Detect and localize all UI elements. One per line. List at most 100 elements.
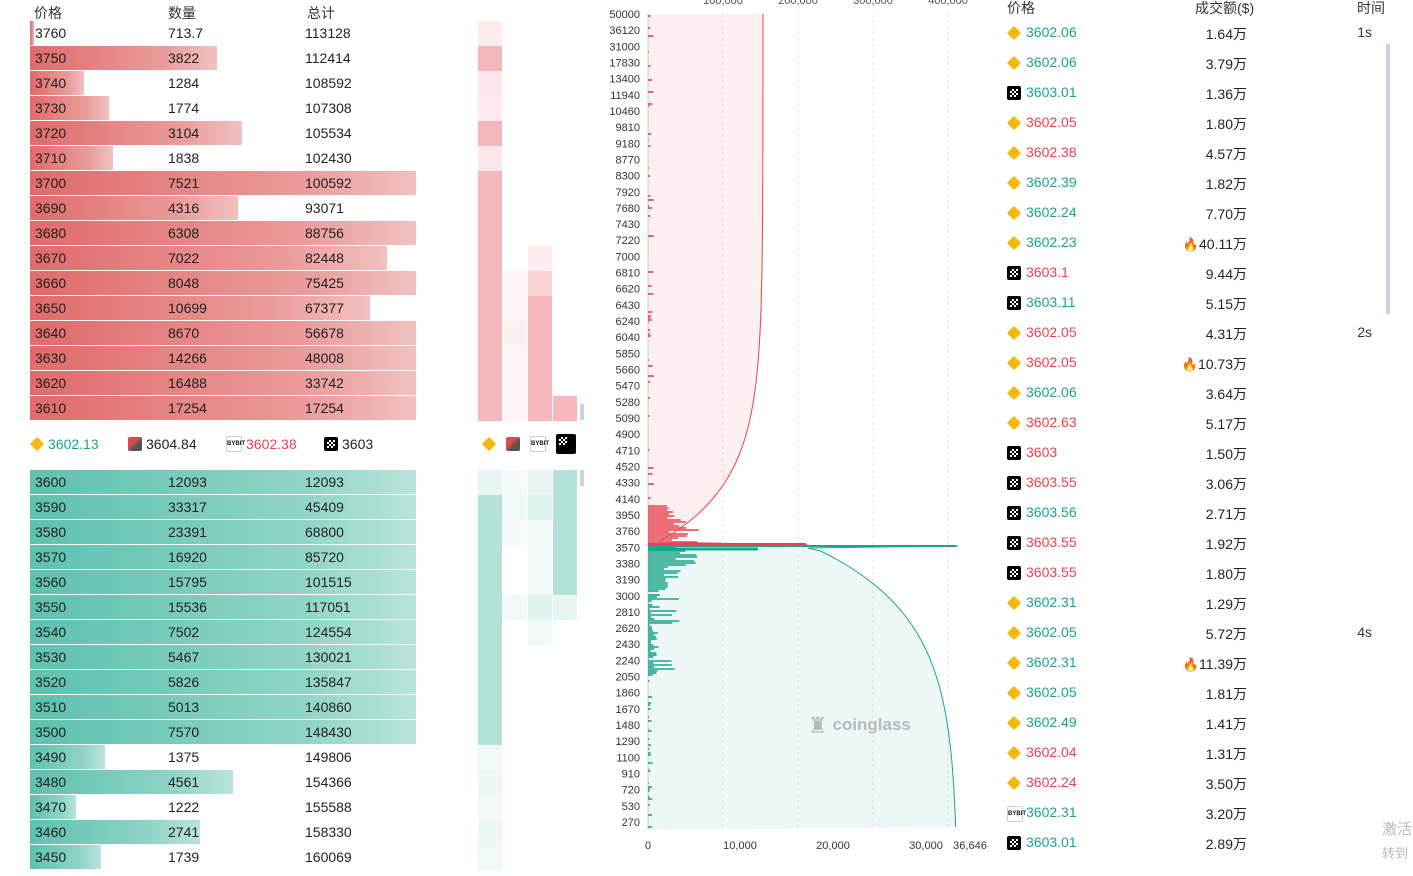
okx-icon bbox=[1007, 266, 1021, 280]
y-tick-label: 1670 bbox=[616, 704, 640, 716]
ask-row[interactable]: 3760 713.7 113128 bbox=[30, 21, 480, 46]
heat-cell bbox=[503, 595, 527, 620]
trade-row[interactable]: 3603.1 9.44万 bbox=[1000, 258, 1400, 288]
bid-qty: 1739 bbox=[168, 849, 200, 865]
trade-row[interactable]: 3602.31 🔥11.39万 bbox=[1000, 648, 1400, 678]
bid-price: 3450 bbox=[35, 849, 67, 865]
ask-row[interactable]: 3750 3822 112414 bbox=[30, 46, 480, 71]
trade-row[interactable]: BYBIT 3602.31 3.20万 bbox=[1000, 798, 1400, 828]
trade-row[interactable]: 3603.55 1.80万 bbox=[1000, 558, 1400, 588]
ask-row[interactable]: 3710 1838 102430 bbox=[30, 146, 480, 171]
heat-cell bbox=[553, 520, 577, 545]
trade-row[interactable]: 3603.11 5.15万 bbox=[1000, 288, 1400, 318]
trade-amount: 1.80万 bbox=[1205, 116, 1247, 132]
coinglass-watermark-text: coinglass bbox=[832, 715, 911, 734]
trade-row[interactable]: 3602.38 4.57万 bbox=[1000, 138, 1400, 168]
bid-total: 45409 bbox=[305, 499, 344, 515]
depth-chart[interactable]: 50000 36120 31000 17830 13400 11940 10460 9810 9… bbox=[600, 0, 1000, 860]
ask-row[interactable]: 3740 1284 108592 bbox=[30, 71, 480, 96]
trade-row[interactable]: 3603 1.50万 bbox=[1000, 438, 1400, 468]
y-tick-label: 17830 bbox=[609, 57, 640, 69]
trade-row[interactable]: 3603.55 3.06万 bbox=[1000, 468, 1400, 498]
trade-amount-cell: 🔥10.73万 bbox=[1182, 354, 1247, 374]
ask-row[interactable]: 3640 8670 56678 bbox=[30, 321, 480, 346]
trade-row[interactable]: 3602.39 1.82万 bbox=[1000, 168, 1400, 198]
okx-icon bbox=[324, 437, 338, 451]
trade-amount: 5.72万 bbox=[1205, 626, 1247, 642]
ask-row[interactable]: 3630 14266 48008 bbox=[30, 346, 480, 371]
bid-row[interactable]: 3590 33317 45409 bbox=[30, 495, 480, 520]
bid-row[interactable]: 3490 1375 149806 bbox=[30, 745, 480, 770]
bid-total: 149806 bbox=[305, 749, 352, 765]
ask-depth-bar bbox=[30, 246, 387, 270]
binance-icon bbox=[1006, 625, 1022, 641]
ask-row[interactable]: 3670 7022 82448 bbox=[30, 246, 480, 271]
bid-row[interactable]: 3580 23391 68800 bbox=[30, 520, 480, 545]
trade-row[interactable]: 3602.49 1.41万 bbox=[1000, 708, 1400, 738]
ask-row[interactable]: 3680 6308 88756 bbox=[30, 221, 480, 246]
ask-row[interactable]: 3720 3104 105534 bbox=[30, 121, 480, 146]
trade-row[interactable]: 3602.05 5.72万 4s bbox=[1000, 618, 1400, 648]
ask-row[interactable]: 3690 4316 93071 bbox=[30, 196, 480, 221]
heat-cell bbox=[528, 371, 552, 396]
bid-row[interactable]: 3450 1739 160069 bbox=[30, 845, 480, 870]
bid-row[interactable]: 3600 12093 12093 bbox=[30, 470, 480, 495]
trade-row[interactable]: 3602.06 3.79万 bbox=[1000, 48, 1400, 78]
heat-cell bbox=[528, 296, 552, 321]
heat-cell bbox=[478, 271, 502, 296]
trade-row[interactable]: 3602.24 7.70万 bbox=[1000, 198, 1400, 228]
heat-cell bbox=[478, 645, 502, 670]
trade-row[interactable]: 3602.06 1.64万 1s bbox=[1000, 18, 1400, 48]
heat-scrollbar-top[interactable] bbox=[580, 404, 584, 420]
bid-row[interactable]: 3530 5467 130021 bbox=[30, 645, 480, 670]
bid-row[interactable]: 3500 7570 148430 bbox=[30, 720, 480, 745]
bid-row[interactable]: 3560 15795 101515 bbox=[30, 570, 480, 595]
trade-row[interactable]: 3602.05 4.31万 2s bbox=[1000, 318, 1400, 348]
bid-row[interactable]: 3570 16920 85720 bbox=[30, 545, 480, 570]
trade-row[interactable]: 3603.01 2.89万 bbox=[1000, 828, 1400, 858]
trades-time-header: 时间 bbox=[1357, 0, 1385, 16]
bid-row[interactable]: 3510 5013 140860 bbox=[30, 695, 480, 720]
bid-row[interactable]: 3520 5826 135847 bbox=[30, 670, 480, 695]
trades-scrollbar[interactable] bbox=[1386, 44, 1390, 314]
trade-amount-cell: 5.17万 bbox=[1206, 414, 1247, 434]
bid-row[interactable]: 3540 7502 124554 bbox=[30, 620, 480, 645]
trade-row[interactable]: 3602.06 3.64万 bbox=[1000, 378, 1400, 408]
ask-row[interactable]: 3660 8048 75425 bbox=[30, 271, 480, 296]
trade-row[interactable]: 3603.56 2.71万 bbox=[1000, 498, 1400, 528]
trade-row[interactable]: 3602.63 5.17万 bbox=[1000, 408, 1400, 438]
y-tick-label: 7220 bbox=[616, 235, 640, 247]
trade-amount-cell: 3.06万 bbox=[1206, 474, 1247, 494]
ask-row[interactable]: 3700 7521 100592 bbox=[30, 171, 480, 196]
ask-row[interactable]: 3650 10699 67377 bbox=[30, 296, 480, 321]
bid-row[interactable]: 3470 1222 155588 bbox=[30, 795, 480, 820]
ask-price: 3710 bbox=[35, 150, 67, 166]
trade-amount-cell: 2.89万 bbox=[1206, 834, 1247, 854]
trade-row[interactable]: 3602.24 3.50万 bbox=[1000, 768, 1400, 798]
ask-row[interactable]: 3610 17254 17254 bbox=[30, 396, 480, 421]
trade-row[interactable]: 3602.23 🔥40.11万 bbox=[1000, 228, 1400, 258]
x-tick-label: 30,000 bbox=[909, 840, 943, 852]
ask-row[interactable]: 3730 1774 107308 bbox=[30, 96, 480, 121]
trade-row[interactable]: 3603.55 1.92万 bbox=[1000, 528, 1400, 558]
ask-total: 105534 bbox=[305, 125, 352, 141]
ask-qty: 4316 bbox=[168, 200, 200, 216]
bid-row[interactable]: 3460 2741 158330 bbox=[30, 820, 480, 845]
trade-row[interactable]: 3602.05 1.81万 bbox=[1000, 678, 1400, 708]
ask-row[interactable]: 3620 16488 33742 bbox=[30, 371, 480, 396]
trade-amount: 1.50万 bbox=[1205, 446, 1247, 462]
trade-row[interactable]: 3602.05 🔥10.73万 bbox=[1000, 348, 1400, 378]
bid-row[interactable]: 3550 15536 117051 bbox=[30, 595, 480, 620]
bid-row[interactable]: 3480 4561 154366 bbox=[30, 770, 480, 795]
trade-row[interactable]: 3602.04 1.31万 bbox=[1000, 738, 1400, 768]
trade-row[interactable]: 3602.31 1.29万 bbox=[1000, 588, 1400, 618]
heat-scrollbar-bottom[interactable] bbox=[580, 470, 584, 486]
x-tick-label: 20,000 bbox=[816, 840, 850, 852]
trade-row[interactable]: 3603.01 1.36万 bbox=[1000, 78, 1400, 108]
binance-icon bbox=[1006, 145, 1022, 161]
top-tick-label: 400,000 bbox=[928, 0, 968, 7]
trade-price: 3602.24 bbox=[1026, 204, 1077, 220]
trade-row[interactable]: 3602.05 1.80万 bbox=[1000, 108, 1400, 138]
ask-total: 108592 bbox=[305, 75, 352, 91]
mid-price-ticker: 3602.13 3604.84 BYBIT 3602.38 3603 BYBIT bbox=[29, 434, 590, 456]
